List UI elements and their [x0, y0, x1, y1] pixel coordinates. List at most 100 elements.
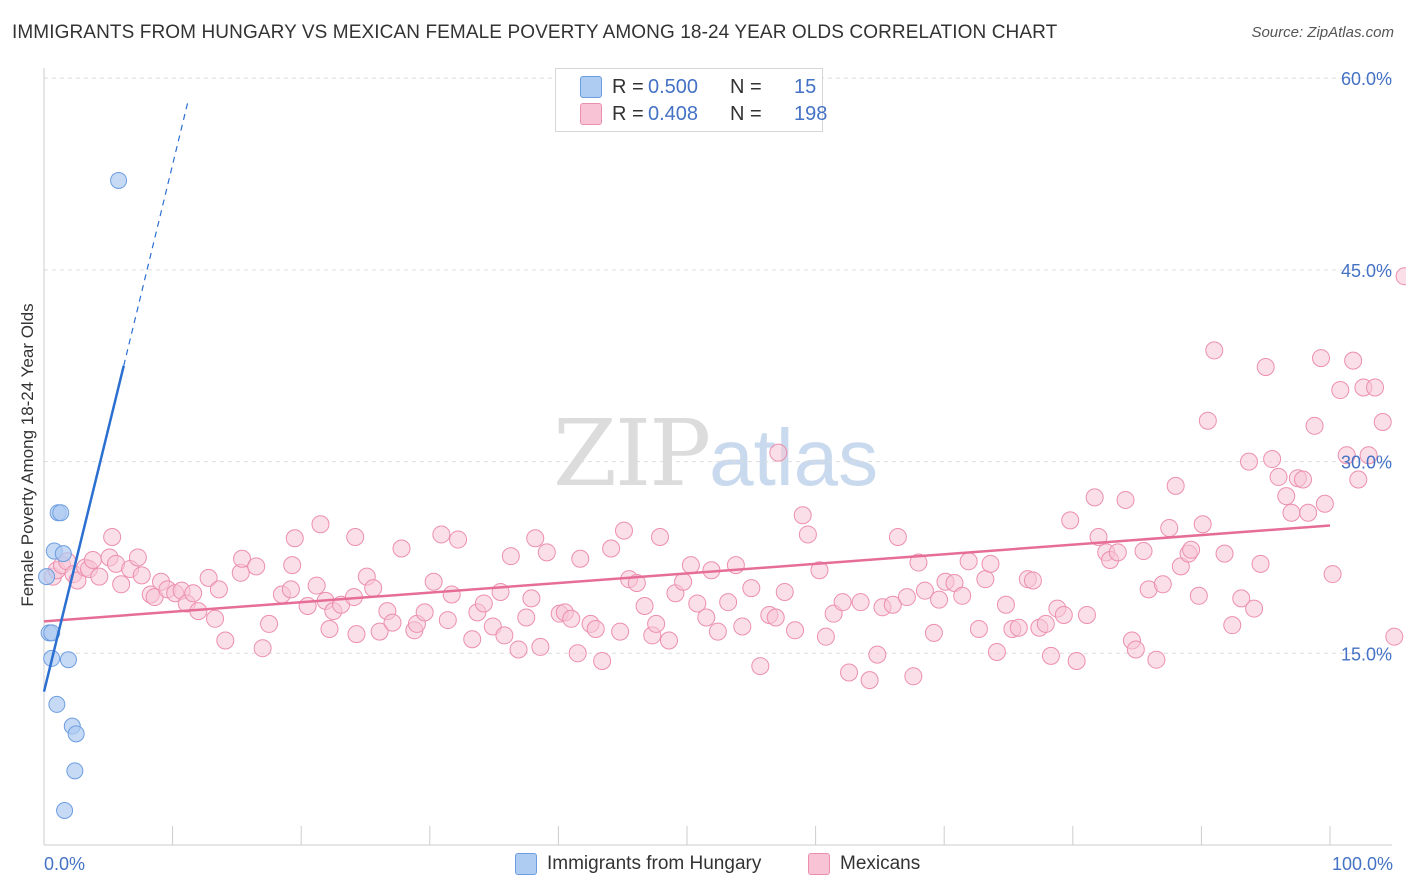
tick-labels: 15.0% 30.0% 45.0% 60.0% 0.0% 100.0% [44, 69, 1393, 874]
data-point-mexicans [415, 603, 434, 622]
r-label: R = [612, 103, 644, 125]
n-value: 198 [794, 103, 828, 125]
data-point-mexicans [537, 543, 556, 562]
data-point-mexicans [611, 622, 630, 641]
data-point-mexicans [571, 549, 590, 568]
data-point-mexicans [1193, 515, 1212, 534]
data-point-mexicans [1263, 450, 1282, 469]
x-tick-label-max: 100.0% [1332, 854, 1393, 874]
data-point-mexicans [1251, 554, 1270, 573]
data-point-mexicans [509, 640, 528, 659]
data-point-mexicans [1293, 470, 1312, 489]
trend-lines [42, 101, 1331, 692]
data-point-hungary [59, 651, 77, 669]
data-point-mexicans [233, 549, 252, 568]
data-point-mexicans [463, 630, 482, 649]
data-point-mexicans [897, 588, 916, 607]
data-point-mexicans [904, 667, 923, 686]
data-point-mexicans [1160, 519, 1179, 538]
data-point-mexicans [364, 579, 383, 598]
data-point-mexicans [769, 443, 788, 462]
data-point-mexicans [260, 614, 279, 633]
data-point-mexicans [1349, 470, 1368, 489]
x-tick-label-min: 0.0% [44, 854, 85, 874]
data-point-mexicans [253, 639, 272, 658]
data-point-mexicans [438, 611, 457, 630]
data-point-mexicans [281, 580, 300, 599]
legend-label-mexicans: Mexicans [840, 853, 921, 874]
data-point-mexicans [915, 581, 934, 600]
data-point-mexicans [90, 567, 109, 586]
data-point-hungary [52, 504, 70, 522]
data-point-mexicans [930, 590, 949, 609]
data-point-mexicans [1344, 351, 1363, 370]
data-point-mexicans [635, 597, 654, 616]
y-axis-label: Female Poverty Among 18-24 Year Olds [18, 303, 37, 607]
data-point-mexicans [810, 561, 829, 580]
data-point-mexicans [1182, 540, 1201, 559]
r-label: R = [612, 76, 644, 98]
data-point-mexicans [1054, 605, 1073, 624]
data-point-mexicans [981, 554, 1000, 573]
data-point-mexicans [953, 586, 972, 605]
data-point-mexicans [1239, 452, 1258, 471]
data-point-mexicans [1041, 646, 1060, 665]
data-point-mexicans [1337, 446, 1356, 465]
data-point-mexicans [708, 622, 727, 641]
watermark-atlas: atlas [709, 413, 879, 502]
data-point-mexicans [424, 572, 443, 591]
data-point-mexicans [733, 617, 752, 636]
data-point-mexicans [650, 528, 669, 547]
data-point-mexicans [860, 671, 879, 690]
r-value: 0.408 [648, 103, 699, 125]
data-point-mexicans [562, 609, 581, 628]
data-point-mexicans [285, 529, 304, 548]
y-tick-label: 60.0% [1341, 69, 1392, 89]
data-point-mexicans [681, 556, 700, 575]
n-label: N = [730, 103, 762, 125]
data-point-mexicans [969, 620, 988, 639]
correlation-legend: R = 0.500 N = 15 R = 0.408 N = 198 [555, 68, 827, 132]
data-point-mexicans [1205, 341, 1224, 360]
data-point-mexicans [517, 608, 536, 627]
data-point-mexicans [602, 539, 621, 558]
data-point-mexicans [112, 575, 131, 594]
legend-label-hungary: Immigrants from Hungary [547, 853, 762, 874]
data-point-mexicans [1223, 616, 1242, 635]
trend-line-hungary [42, 365, 125, 692]
y-tick-label: 30.0% [1341, 453, 1392, 473]
data-point-hungary [110, 171, 128, 189]
data-point-mexicans [840, 663, 859, 682]
data-point-mexicans [775, 582, 794, 601]
data-point-mexicans [247, 557, 266, 576]
data-point-mexicans [1061, 511, 1080, 530]
data-point-mexicans [742, 579, 761, 598]
data-point-mexicans [206, 609, 225, 628]
data-point-mexicans [688, 594, 707, 613]
data-point-mexicans [719, 593, 738, 612]
data-point-mexicans [987, 643, 1006, 662]
data-point-mexicans [798, 525, 817, 544]
data-point-mexicans [593, 651, 612, 670]
data-point-mexicans [442, 585, 461, 604]
data-point-mexicans [103, 528, 122, 547]
data-point-mexicans [883, 595, 902, 614]
data-point-hungary [38, 568, 56, 586]
y-tick-label: 45.0% [1341, 261, 1392, 281]
data-point-mexicans [1366, 378, 1385, 397]
data-point-mexicans [283, 556, 302, 575]
data-point-mexicans [851, 593, 870, 612]
data-point-hungary [66, 762, 84, 780]
legend-swatch-mexicans [808, 853, 830, 875]
data-point-mexicans [627, 574, 646, 593]
data-point-mexicans [924, 623, 943, 642]
data-point-mexicans [1023, 571, 1042, 590]
data-point-mexicans [1245, 599, 1264, 618]
legend-swatch-hungary [515, 853, 537, 875]
data-point-mexicans [307, 576, 326, 595]
trend-line-hungary-extension [123, 101, 189, 366]
data-point-mexicans [647, 614, 666, 633]
data-point-mexicans [1311, 349, 1330, 368]
y-tick-label: 15.0% [1341, 644, 1392, 664]
